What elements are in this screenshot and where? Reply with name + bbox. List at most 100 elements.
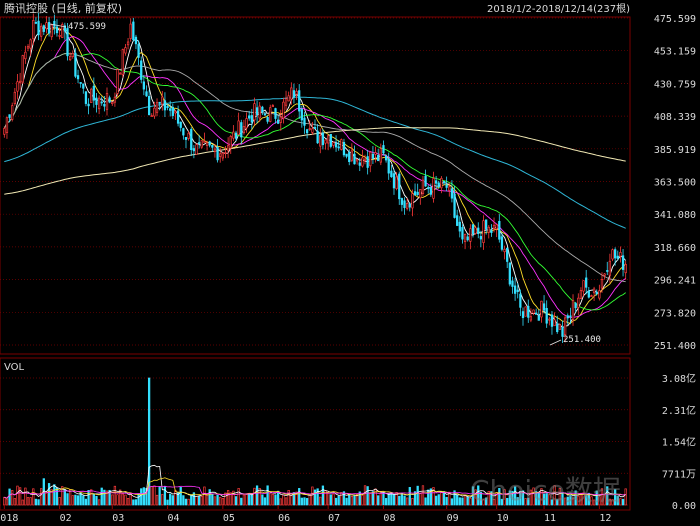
volume-bar — [111, 494, 114, 506]
candle-body — [587, 290, 590, 298]
candle-body — [250, 115, 253, 123]
volume-tick-label: 0.00 — [672, 501, 696, 512]
candle-body — [416, 191, 419, 195]
candle-body — [611, 249, 614, 260]
volume-bars[interactable] — [3, 377, 627, 506]
candle-body — [142, 81, 146, 90]
volume-bar — [174, 490, 177, 506]
candle-body — [174, 111, 177, 114]
candle-body — [400, 198, 404, 205]
volume-bar — [398, 495, 401, 506]
watermark: Choice数据 — [470, 474, 621, 507]
ma250-line — [4, 127, 626, 195]
volume-bar — [445, 496, 448, 506]
volume-bar — [408, 487, 411, 506]
candle-body — [155, 102, 159, 113]
candle-body — [29, 39, 32, 49]
candle-body — [190, 128, 193, 151]
price-tick-label: 475.599 — [654, 14, 696, 25]
volume-bar — [100, 487, 103, 506]
candle-body — [482, 220, 485, 243]
candle-body — [508, 262, 511, 285]
candle-body — [453, 193, 456, 218]
price-grid — [0, 17, 630, 346]
price-tick-label: 453.159 — [654, 47, 696, 58]
candle-body — [255, 107, 259, 115]
ma30-line — [3, 53, 626, 311]
ma20-line — [3, 35, 626, 319]
candle-body — [61, 24, 64, 38]
candle-body — [97, 97, 101, 110]
candle-body — [329, 133, 332, 147]
candle-body — [348, 152, 351, 163]
volume-bar — [350, 495, 354, 506]
candle-body — [421, 179, 425, 194]
volume-bar — [377, 495, 380, 506]
candle-body — [450, 188, 454, 199]
candle-body — [579, 290, 583, 299]
volume-tick-label: 3.08亿 — [662, 372, 696, 385]
candle-body — [550, 314, 554, 327]
volume-bar — [182, 495, 185, 506]
volume-bar — [208, 489, 211, 506]
candle-body — [63, 25, 67, 32]
candle-body — [263, 113, 267, 116]
volume-bar — [219, 496, 222, 506]
candle-body — [463, 234, 467, 242]
candle-body — [24, 51, 27, 60]
volume-bar — [590, 496, 593, 506]
candle-body — [442, 181, 446, 184]
volume-bar — [11, 490, 14, 506]
candle-body — [105, 93, 109, 110]
candle-body — [21, 55, 24, 83]
candle-body — [437, 182, 440, 187]
volume-bar — [614, 489, 617, 506]
candle-body — [492, 224, 496, 229]
candle-body — [219, 153, 222, 157]
candle-body — [427, 187, 430, 189]
candle-body — [603, 273, 606, 276]
candle-body — [203, 141, 206, 143]
price-tick-label: 408.339 — [654, 112, 696, 123]
volume-bar — [582, 492, 585, 506]
candle-body — [53, 20, 56, 27]
candle-body — [595, 291, 598, 295]
volume-bar — [119, 489, 122, 506]
volume-bar — [47, 483, 51, 506]
volume-bar — [456, 494, 459, 506]
volume-bar — [32, 488, 35, 506]
volume-axis: 3.08亿 2.31亿 1.54亿 7711万 0.00 — [662, 372, 696, 512]
candle-body — [345, 153, 348, 157]
volume-bar — [624, 488, 627, 506]
candle-body — [18, 80, 22, 84]
x-tick-label: 05 — [223, 513, 235, 524]
candle-body — [290, 87, 293, 100]
volume-bar — [16, 485, 19, 506]
volume-bar — [5, 498, 9, 506]
candle-body — [113, 96, 117, 103]
candle-body — [266, 117, 269, 122]
candle-body — [71, 52, 74, 57]
volume-bar — [416, 485, 419, 506]
volume-bar — [229, 492, 232, 506]
volume-bar — [213, 496, 217, 506]
candlesticks[interactable] — [3, 12, 627, 344]
candle-body — [103, 103, 106, 107]
volume-bar — [358, 491, 361, 506]
candle-body — [521, 311, 525, 318]
candle-body — [187, 132, 190, 139]
candle-body — [153, 107, 156, 117]
volume-bar — [334, 497, 338, 506]
candle-body — [26, 46, 30, 49]
volume-bar — [232, 490, 235, 506]
candle-body — [424, 175, 427, 187]
candle-body — [8, 114, 11, 118]
candle-body — [213, 148, 217, 152]
volume-bar — [68, 489, 72, 506]
candle-body — [395, 176, 398, 190]
x-tick-label: 08 — [383, 513, 395, 524]
candle-body — [108, 97, 111, 103]
candle-body — [287, 95, 290, 102]
volume-bar — [276, 490, 280, 506]
